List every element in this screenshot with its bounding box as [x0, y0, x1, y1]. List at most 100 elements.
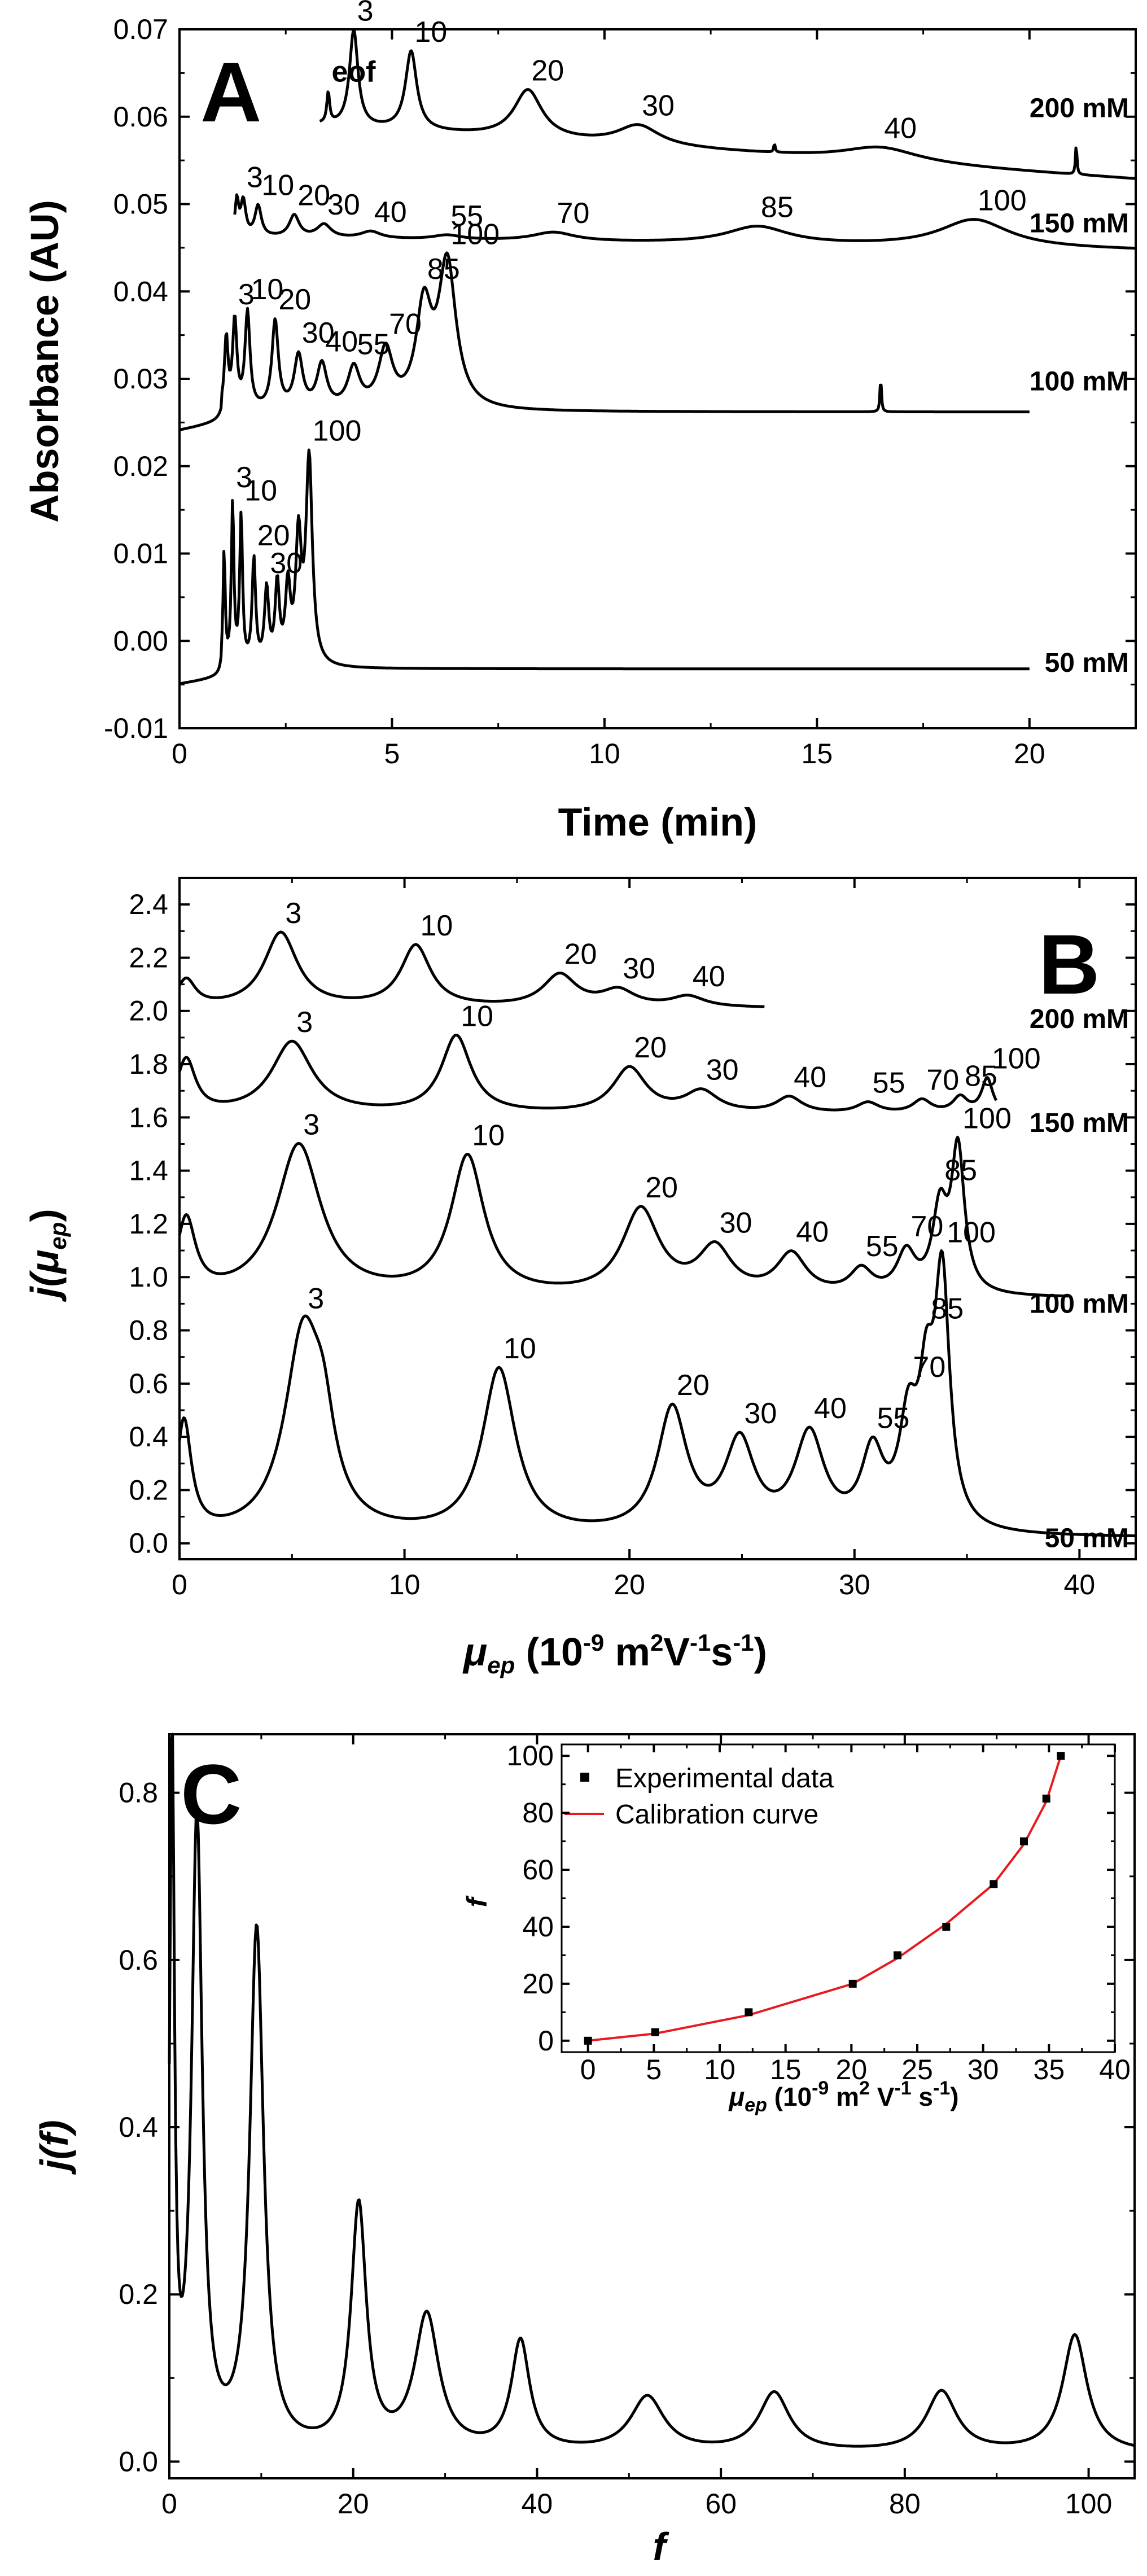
inset-x-tick-label: 20 — [836, 2054, 868, 2085]
panel-b-100mm-peak-label: 10 — [472, 1119, 505, 1152]
panel-a-100mm-peak-label: 20 — [278, 283, 311, 316]
panel-b-y-tick-label: 1.6 — [129, 1101, 168, 1133]
panel-b-100mm-peak-label: 55 — [866, 1230, 899, 1263]
panel-a-50mm-peak-label: 30 — [270, 547, 303, 580]
panel-b-200mm-peak-label: 30 — [623, 952, 655, 985]
panel-a-100mm-peak-label: 10 — [251, 273, 283, 306]
panel-c-x-tick-label: 0 — [161, 2488, 177, 2520]
panel-c-y-tick-label: 0.0 — [119, 2446, 158, 2477]
inset-legend-experimental: Experimental data — [615, 1764, 834, 1794]
inset-x-axis-title: μep (10-9 m2 V-1 s-1) — [728, 2078, 958, 2116]
inset-legend-square-marker — [580, 1773, 589, 1782]
inset-data-point — [745, 2008, 753, 2017]
panel-b-150mm-peak-label: 30 — [706, 1054, 739, 1087]
panel-b-150mm-peak-label: 40 — [794, 1061, 826, 1094]
inset-data-point — [848, 1979, 857, 1988]
panel-a-concentration-label: 200 mM — [1030, 93, 1129, 123]
panel-a-100mm-peak-label: 40 — [325, 325, 358, 358]
panel-b-letter: B — [1039, 917, 1100, 1012]
panel-b-200mm-peak-label: 10 — [421, 909, 453, 942]
inset-x-tick-label: 30 — [967, 2054, 999, 2085]
panel-a-x-tick-label: 10 — [589, 738, 620, 769]
panel-a-100mm-peak-label: 85 — [427, 253, 460, 286]
panel-b-150mm-peak-label: 85 — [965, 1060, 997, 1092]
panel-b-150mm-peak-label: 100 — [992, 1043, 1041, 1075]
inset-x-tick-label: 25 — [901, 2054, 933, 2085]
panel-a-100mm-peak-label: 100 — [450, 218, 500, 251]
panel-c-y-axis-title: j(f) — [32, 2120, 76, 2175]
panel-a-letter: A — [200, 45, 261, 139]
panel-a-150mm-peak-label: 10 — [261, 169, 294, 202]
panel-b-50mm-peak-label: 70 — [913, 1351, 945, 1384]
panel-c-y-tick-label: 0.6 — [119, 1944, 158, 1976]
panel-a-x-axis-title: Time (min) — [558, 800, 758, 844]
panel-a-50mm-trace — [179, 448, 1030, 685]
inset-data-point — [651, 2028, 659, 2036]
panel-b-y-tick-label: 1.4 — [129, 1155, 168, 1187]
panel-a-x-tick-label: 20 — [1014, 738, 1045, 769]
panel-b-x-axis-title: μep (10-9 m2V-1s-1) — [462, 1629, 767, 1678]
panel-c-x-tick-label: 60 — [705, 2488, 737, 2520]
panel-b-y-tick-label: 1.0 — [129, 1261, 168, 1293]
inset-x-tick-label: 15 — [770, 2054, 802, 2085]
panel-a-y-tick-label: 0.02 — [113, 451, 168, 482]
calibration-inset: f μep (10-9 m2 V-1 s-1) Experimental dat… — [461, 1764, 959, 2116]
panel-a-200mm-peak-label: 30 — [642, 90, 675, 123]
panel-a-concentration-label: 150 mM — [1030, 209, 1129, 239]
panel-b-100mm-peak-label: 3 — [303, 1108, 319, 1141]
panel-c-x-tick-label: 20 — [338, 2488, 369, 2520]
panel-c-series-trace — [168, 1733, 1135, 2448]
panel-c-y-tick-label: 0.8 — [119, 1777, 158, 1809]
panel-b-mobility-distribution: B μep (10-9 m2V-1s-1) j(μep) — [23, 917, 1100, 1678]
panel-b-50mm-peak-label: 10 — [504, 1332, 536, 1365]
panel-b-50mm-peak-label: 85 — [931, 1293, 964, 1326]
panel-b-200mm-peak-label: 40 — [693, 960, 725, 993]
panel-b-50mm-peak-label: 30 — [744, 1397, 777, 1430]
panel-c-letter: C — [181, 1747, 242, 1842]
panel-a-150mm-peak-label: 55 — [450, 200, 483, 233]
panel-a-150mm-peak-label: 40 — [374, 196, 407, 229]
panel-a-150mm-peak-label: 85 — [761, 191, 794, 224]
panel-b-x-tick-label: 10 — [389, 1569, 421, 1600]
panel-c-frame — [168, 1733, 1136, 2479]
inset-data-point — [894, 1951, 901, 1960]
panel-a-concentration-label: 100 mM — [1030, 367, 1129, 397]
inset-y-tick-label: 80 — [522, 1797, 554, 1829]
panel-b-100mm-peak-label: 70 — [910, 1210, 943, 1243]
panel-b-200mm-peak-label: 20 — [564, 938, 597, 971]
inset-x-tick-label: 10 — [704, 2054, 736, 2085]
panel-b-y-tick-label: 2.2 — [129, 942, 168, 973]
panel-b-axes: 0 10 20 30 40 0.0 0.2 0.4 0.6 0.8 1.0 1.2 1.4 1.6 1.8 2… — [129, 877, 1137, 1600]
inset-y-tick-label: 40 — [522, 1911, 554, 1943]
panel-b-x-tick-label: 30 — [839, 1569, 870, 1600]
panel-a-100mm-peak-label: 70 — [389, 308, 422, 341]
panel-a-150mm-trace — [233, 193, 1136, 250]
panel-b-50mm-peak-label: 55 — [877, 1402, 910, 1434]
panel-a-y-tick-label: 0.03 — [113, 363, 168, 395]
panel-b-150mm-peak-label: 10 — [461, 1000, 493, 1033]
inset-x-tick-label: 40 — [1099, 2054, 1131, 2085]
inset-data-point — [1042, 1794, 1050, 1803]
inset-y-tick-label: 100 — [507, 1740, 554, 1772]
inset-data-point — [584, 2036, 592, 2045]
panel-b-150mm-trace — [178, 1034, 998, 1112]
panel-a-axes: 0 5 10 15 20 -0.01 0.00 0.01 0.02 0.03 0.04 0.05 0.0… — [104, 14, 1137, 769]
plot-marks: 0 5 10 15 20-0.010.000.010.020.030.040.050.0… — [104, 0, 1137, 2520]
panel-a-150mm-peak-label: 30 — [327, 189, 360, 221]
panel-b-150mm-peak-label: 70 — [926, 1064, 959, 1096]
panel-b-y-tick-label: 0.0 — [129, 1528, 168, 1559]
inset-legend-calibration: Calibration curve — [615, 1800, 818, 1830]
panel-b-y-tick-label: 0.2 — [129, 1474, 168, 1506]
inset-data-point — [942, 1922, 951, 1931]
panel-b-50mm-peak-label: 20 — [677, 1369, 710, 1402]
panel-a-200mm-peak-label: 20 — [531, 55, 564, 88]
panel-b-50mm-peak-label: 100 — [947, 1217, 996, 1249]
panel-b-y-tick-label: 2.4 — [129, 889, 168, 920]
panel-a-150mm-peak-label: 70 — [557, 197, 590, 230]
panel-b-50mm-trace — [178, 1249, 1136, 1537]
panel-a-150mm-peak-label: 100 — [978, 185, 1027, 217]
panel-a-y-tick-label: 0.01 — [113, 538, 168, 570]
panel-a-x-tick-label: 5 — [384, 738, 400, 769]
panel-a-x-tick-label: 15 — [802, 738, 833, 769]
panel-a-y-tick-label: 0.05 — [113, 189, 168, 220]
